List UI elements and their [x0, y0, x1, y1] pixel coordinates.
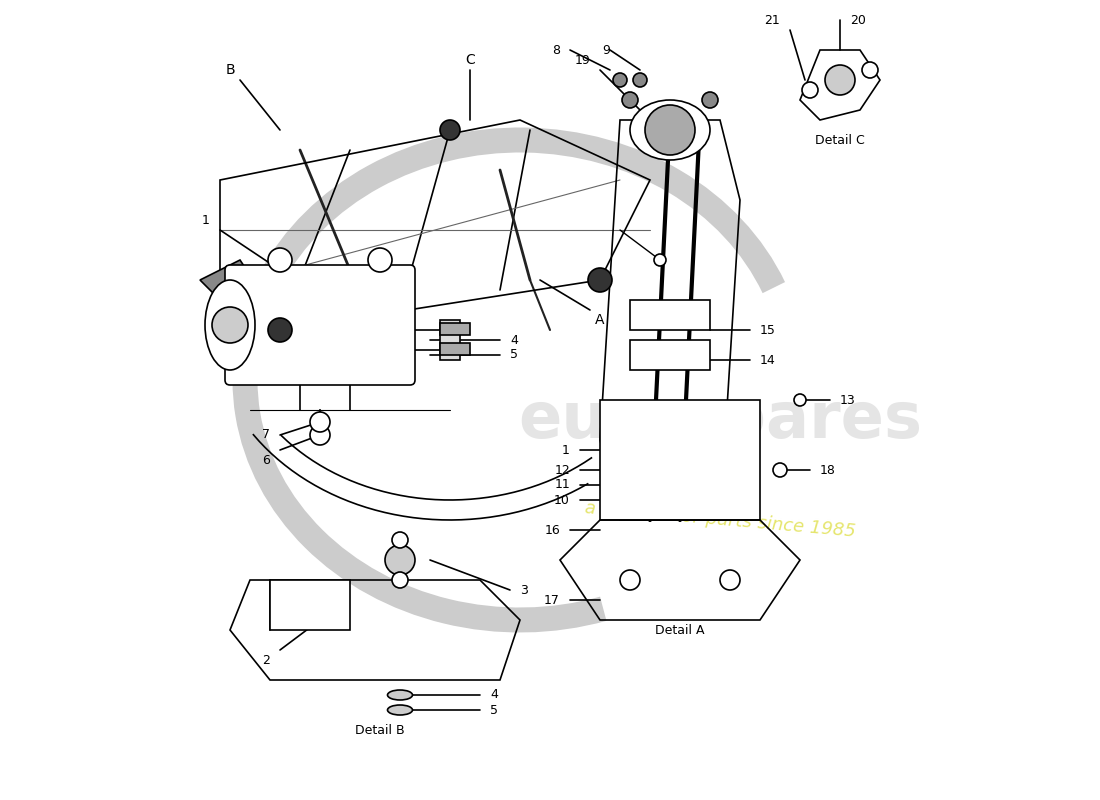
Text: Detail A: Detail A — [656, 623, 705, 637]
Circle shape — [385, 545, 415, 575]
Circle shape — [825, 65, 855, 95]
Text: a passion for parts since 1985: a passion for parts since 1985 — [584, 499, 856, 541]
Circle shape — [794, 394, 806, 406]
Text: 10: 10 — [554, 494, 570, 506]
Text: 8: 8 — [552, 43, 560, 57]
Text: A: A — [595, 313, 605, 327]
Text: 21: 21 — [764, 14, 780, 26]
Circle shape — [268, 318, 292, 342]
Ellipse shape — [630, 100, 710, 160]
Circle shape — [588, 268, 612, 292]
Bar — [440, 323, 470, 335]
Ellipse shape — [387, 690, 412, 700]
Circle shape — [310, 412, 330, 432]
Ellipse shape — [205, 280, 255, 370]
Text: 11: 11 — [554, 478, 570, 491]
Text: 1: 1 — [202, 214, 210, 226]
Bar — [600, 400, 760, 520]
Ellipse shape — [387, 705, 412, 715]
Circle shape — [368, 248, 392, 272]
Circle shape — [392, 572, 408, 588]
Text: Detail B: Detail B — [355, 723, 405, 737]
Text: 18: 18 — [820, 463, 836, 477]
Polygon shape — [200, 260, 260, 300]
Circle shape — [613, 73, 627, 87]
Bar — [440, 320, 460, 360]
Circle shape — [212, 307, 248, 343]
Text: 19: 19 — [574, 54, 590, 66]
Text: 4: 4 — [510, 334, 518, 346]
Text: 15: 15 — [760, 323, 775, 337]
Text: C: C — [465, 53, 475, 67]
FancyBboxPatch shape — [226, 265, 415, 385]
Text: 12: 12 — [554, 463, 570, 477]
Circle shape — [654, 254, 666, 266]
Bar — [440, 343, 470, 355]
Text: 17: 17 — [544, 594, 560, 606]
Text: eurospares: eurospares — [518, 389, 922, 451]
Circle shape — [440, 120, 460, 140]
Text: 16: 16 — [544, 523, 560, 537]
Text: 5: 5 — [510, 349, 518, 362]
Circle shape — [720, 570, 740, 590]
Text: 5: 5 — [490, 703, 498, 717]
Circle shape — [632, 73, 647, 87]
Text: 20: 20 — [850, 14, 866, 26]
Circle shape — [621, 92, 638, 108]
Text: B: B — [226, 63, 234, 77]
Circle shape — [862, 62, 878, 78]
Circle shape — [620, 570, 640, 590]
Bar — [270, 580, 350, 630]
Bar — [630, 340, 710, 370]
Text: 14: 14 — [760, 354, 775, 366]
Text: 2: 2 — [262, 654, 270, 666]
Circle shape — [268, 248, 292, 272]
Text: 1: 1 — [562, 443, 570, 457]
Circle shape — [392, 532, 408, 548]
Text: 9: 9 — [602, 43, 610, 57]
Circle shape — [310, 425, 330, 445]
Text: 13: 13 — [840, 394, 856, 406]
Circle shape — [645, 105, 695, 155]
Text: 4: 4 — [490, 689, 498, 702]
Circle shape — [773, 463, 786, 477]
Text: 3: 3 — [520, 583, 528, 597]
Text: 7: 7 — [262, 429, 270, 442]
Bar — [630, 300, 710, 330]
Circle shape — [802, 82, 818, 98]
Text: 6: 6 — [262, 454, 270, 466]
Text: Detail C: Detail C — [815, 134, 865, 146]
Circle shape — [702, 92, 718, 108]
